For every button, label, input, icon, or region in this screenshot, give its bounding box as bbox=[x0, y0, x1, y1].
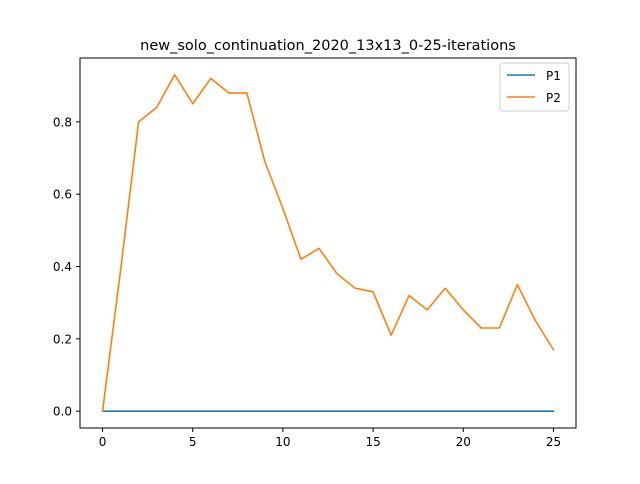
legend-label-p2: P2 bbox=[546, 91, 561, 105]
y-tick-label: 0.8 bbox=[53, 115, 72, 129]
y-tick-label: 0.2 bbox=[53, 332, 72, 346]
x-tick-label: 20 bbox=[456, 435, 471, 449]
x-tick-label: 15 bbox=[365, 435, 380, 449]
x-tick-label: 5 bbox=[189, 435, 197, 449]
x-tick-label: 25 bbox=[546, 435, 561, 449]
chart-title: new_solo_continuation_2020_13x13_0-25-it… bbox=[140, 38, 516, 54]
x-tick-label: 10 bbox=[275, 435, 290, 449]
x-tick-label: 0 bbox=[99, 435, 107, 449]
plot-frame bbox=[79, 57, 577, 429]
y-tick-label: 0.6 bbox=[53, 188, 72, 202]
legend-label-p1: P1 bbox=[546, 69, 561, 83]
series-line-p2 bbox=[101, 74, 555, 413]
y-tick-label: 0.4 bbox=[53, 260, 72, 274]
y-tick-label: 0.0 bbox=[53, 405, 72, 419]
legend: P1 P2 bbox=[499, 62, 570, 112]
